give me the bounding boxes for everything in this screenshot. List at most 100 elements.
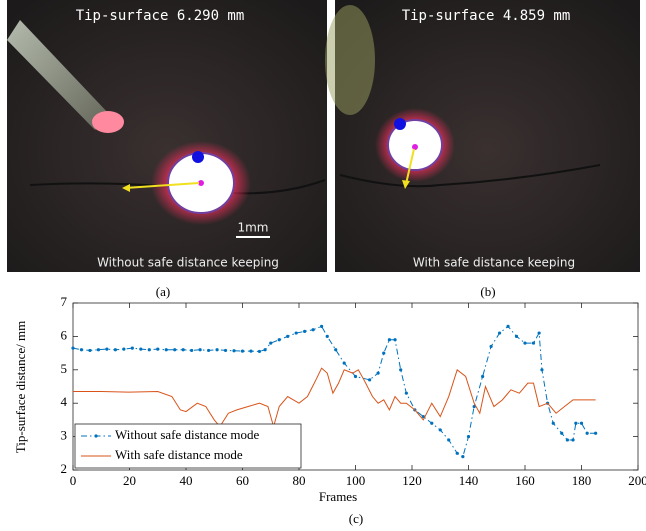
distance-arrow bbox=[405, 148, 415, 185]
point bbox=[393, 338, 397, 342]
point bbox=[164, 348, 168, 352]
y-tick-label: 5 bbox=[61, 361, 68, 376]
instrument bbox=[7, 20, 110, 130]
caption-b: (b) bbox=[480, 284, 495, 299]
x-tick-label: 180 bbox=[572, 473, 592, 488]
point bbox=[376, 371, 380, 375]
point bbox=[96, 348, 101, 352]
point bbox=[565, 438, 569, 442]
point bbox=[88, 348, 92, 353]
point bbox=[387, 338, 391, 342]
photo-b: Tip-surface 4.859 mm With safe distance … bbox=[325, 0, 640, 272]
x-tick-label: 120 bbox=[402, 473, 422, 488]
point bbox=[447, 438, 451, 442]
instrument-blur bbox=[325, 5, 375, 115]
vessel bbox=[339, 164, 601, 188]
caption-a: (a) bbox=[156, 284, 170, 299]
point bbox=[325, 334, 329, 338]
tip-point bbox=[192, 151, 204, 163]
point bbox=[303, 329, 307, 333]
x-tick-label: 0 bbox=[70, 473, 77, 488]
x-axis-label: Frames bbox=[319, 489, 357, 504]
point bbox=[190, 348, 194, 353]
point bbox=[156, 347, 160, 351]
point bbox=[257, 349, 262, 354]
point bbox=[438, 428, 442, 432]
point bbox=[585, 431, 589, 435]
point bbox=[594, 431, 598, 435]
point bbox=[71, 346, 75, 350]
point bbox=[263, 348, 267, 352]
point bbox=[571, 438, 575, 442]
point bbox=[404, 391, 408, 395]
point bbox=[455, 451, 459, 455]
point bbox=[461, 455, 465, 459]
point bbox=[79, 348, 84, 352]
point bbox=[269, 341, 273, 345]
point bbox=[430, 421, 434, 425]
plot: 0 20 40 60 80 100 120 140 160 180 200 2 3 4 5 6 7 Without… bbox=[61, 294, 646, 488]
point bbox=[342, 361, 346, 365]
point bbox=[320, 324, 324, 328]
x-tick-label: 200 bbox=[628, 473, 646, 488]
y-tick-label: 7 bbox=[61, 294, 68, 309]
point bbox=[207, 348, 211, 353]
y-tick-label: 4 bbox=[61, 394, 68, 409]
x-tick-label: 140 bbox=[459, 473, 479, 488]
point bbox=[353, 374, 358, 379]
point bbox=[551, 421, 555, 425]
point bbox=[232, 349, 236, 353]
point bbox=[249, 349, 253, 353]
point bbox=[223, 348, 228, 353]
point bbox=[181, 348, 185, 352]
overlay-title: Tip-surface 4.859 mm bbox=[402, 8, 571, 24]
x-tick-label: 160 bbox=[515, 473, 535, 488]
center-point bbox=[198, 180, 204, 186]
scale-label: 1mm bbox=[237, 221, 268, 235]
overlay-title: Tip-surface 6.290 mm bbox=[76, 8, 245, 24]
point bbox=[122, 347, 126, 351]
overlay-caption: With safe distance keeping bbox=[413, 256, 575, 270]
point bbox=[215, 348, 219, 352]
point bbox=[277, 338, 281, 342]
legend-label: With safe distance mode bbox=[115, 447, 243, 462]
legend: Without safe distance mode With safe dist… bbox=[74, 423, 302, 469]
legend-box bbox=[74, 423, 302, 469]
point bbox=[113, 348, 117, 352]
x-tick-label: 60 bbox=[236, 473, 249, 488]
point bbox=[399, 368, 403, 372]
reflection bbox=[92, 111, 124, 133]
photo-background bbox=[7, 0, 327, 272]
point bbox=[514, 334, 519, 338]
legend-label: Without safe distance mode bbox=[115, 427, 259, 442]
point bbox=[105, 347, 109, 351]
arrow-head bbox=[402, 180, 410, 189]
point bbox=[489, 344, 493, 349]
x-tick-label: 40 bbox=[180, 473, 193, 488]
point bbox=[382, 351, 386, 355]
x-tick-label: 100 bbox=[346, 473, 366, 488]
tip-point bbox=[394, 118, 406, 130]
y-tick-label: 6 bbox=[61, 327, 68, 342]
x-tick-label: 20 bbox=[123, 473, 136, 488]
point bbox=[139, 347, 143, 351]
distance-arrow bbox=[125, 182, 200, 189]
point bbox=[368, 378, 372, 382]
point bbox=[147, 348, 151, 352]
overlay-caption: Without safe distance keeping bbox=[97, 256, 279, 270]
point bbox=[540, 368, 544, 372]
point bbox=[481, 374, 485, 379]
x-tick-label: 80 bbox=[293, 473, 306, 488]
point bbox=[574, 421, 578, 425]
point bbox=[531, 341, 536, 345]
point bbox=[523, 341, 527, 345]
point bbox=[560, 431, 564, 435]
center-point bbox=[412, 144, 418, 150]
caption-c: (c) bbox=[349, 511, 363, 526]
point bbox=[294, 331, 298, 335]
point bbox=[173, 348, 177, 352]
point bbox=[198, 348, 202, 352]
point bbox=[240, 349, 245, 353]
arrow-head bbox=[122, 184, 130, 192]
